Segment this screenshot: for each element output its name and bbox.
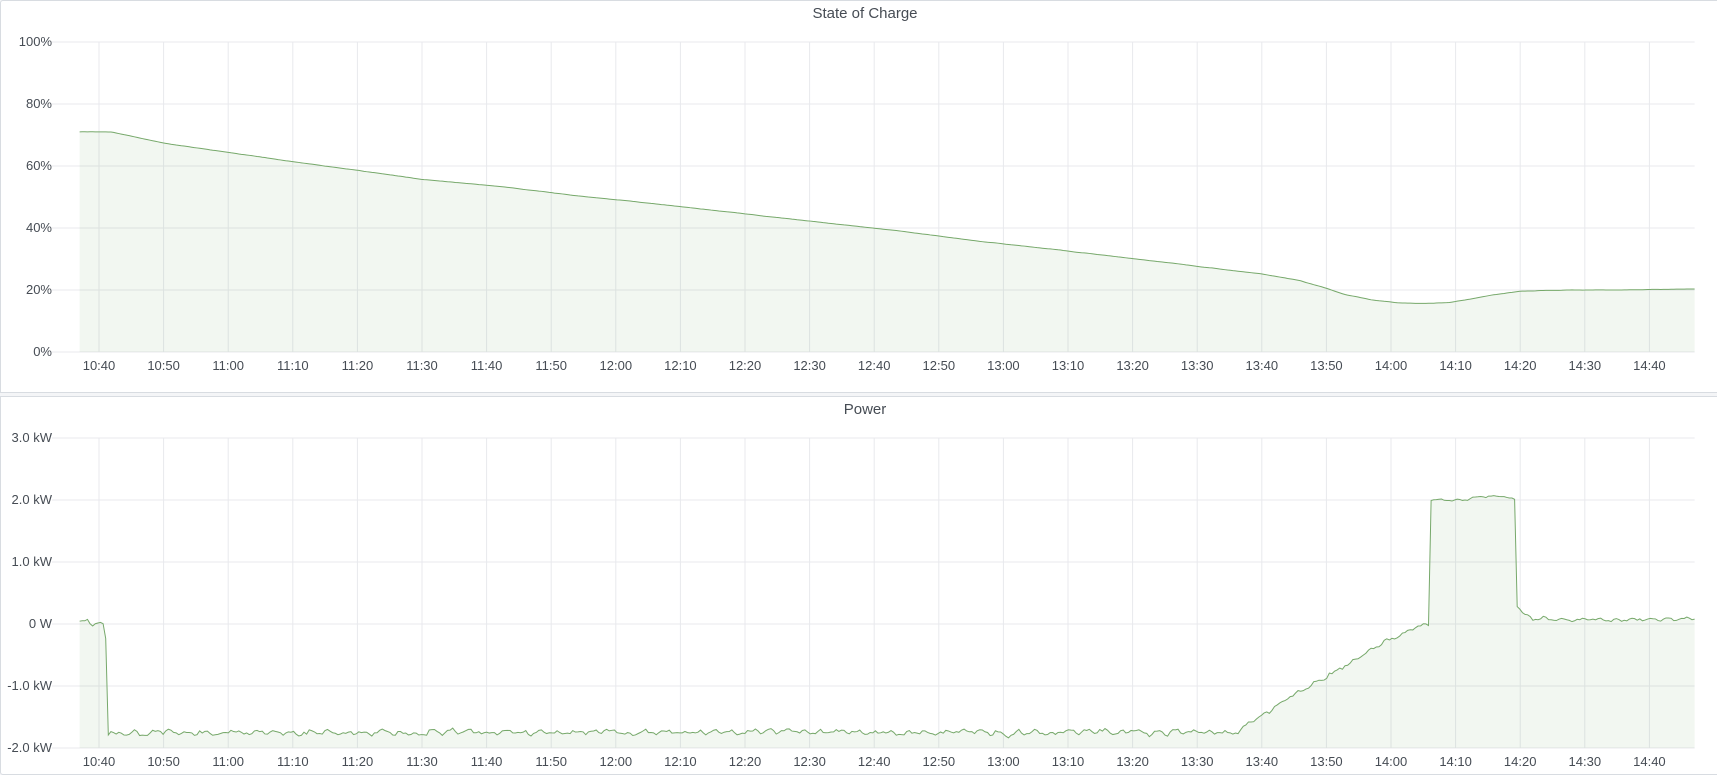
svg-text:12:40: 12:40 [858,358,891,373]
svg-text:13:20: 13:20 [1116,358,1149,373]
svg-text:13:00: 13:00 [987,754,1020,769]
svg-text:12:50: 12:50 [923,754,956,769]
svg-text:13:30: 13:30 [1181,358,1214,373]
svg-text:80%: 80% [26,96,52,111]
svg-text:14:30: 14:30 [1569,754,1602,769]
svg-text:14:40: 14:40 [1633,358,1666,373]
svg-text:0%: 0% [33,344,52,359]
svg-text:13:20: 13:20 [1116,754,1149,769]
svg-text:12:00: 12:00 [600,358,633,373]
svg-text:13:30: 13:30 [1181,754,1214,769]
svg-text:14:10: 14:10 [1439,358,1472,373]
svg-text:12:30: 12:30 [793,358,826,373]
svg-text:13:40: 13:40 [1246,358,1279,373]
svg-text:12:20: 12:20 [729,754,762,769]
svg-text:11:40: 11:40 [471,754,503,769]
svg-text:11:30: 11:30 [406,754,438,769]
svg-text:11:40: 11:40 [471,358,503,373]
svg-text:11:00: 11:00 [212,754,244,769]
svg-text:11:30: 11:30 [406,358,438,373]
svg-text:14:40: 14:40 [1633,754,1666,769]
svg-text:11:00: 11:00 [212,358,244,373]
svg-text:12:40: 12:40 [858,754,891,769]
svg-text:14:20: 14:20 [1504,358,1537,373]
svg-text:0 W: 0 W [29,616,53,631]
svg-text:3.0 kW: 3.0 kW [12,430,53,445]
svg-text:12:00: 12:00 [600,754,633,769]
svg-text:10:40: 10:40 [83,358,116,373]
svg-text:10:50: 10:50 [147,754,180,769]
svg-text:-1.0 kW: -1.0 kW [7,678,53,693]
svg-text:13:50: 13:50 [1310,358,1343,373]
svg-text:14:30: 14:30 [1569,358,1602,373]
svg-text:14:00: 14:00 [1375,754,1408,769]
svg-text:12:50: 12:50 [923,358,956,373]
svg-text:10:40: 10:40 [83,754,116,769]
svg-text:13:10: 13:10 [1052,754,1085,769]
svg-text:12:20: 12:20 [729,358,762,373]
svg-text:-2.0 kW: -2.0 kW [7,740,53,755]
svg-text:12:30: 12:30 [793,754,826,769]
svg-text:2.0 kW: 2.0 kW [12,492,53,507]
svg-text:11:50: 11:50 [535,754,567,769]
svg-text:13:50: 13:50 [1310,754,1343,769]
svg-text:11:50: 11:50 [535,358,567,373]
svg-text:20%: 20% [26,282,52,297]
svg-text:12:10: 12:10 [664,754,697,769]
svg-text:11:20: 11:20 [342,754,374,769]
svg-text:11:20: 11:20 [342,358,374,373]
svg-text:1.0 kW: 1.0 kW [12,554,53,569]
svg-text:13:10: 13:10 [1052,358,1085,373]
svg-text:10:50: 10:50 [147,358,180,373]
svg-text:13:40: 13:40 [1246,754,1279,769]
svg-text:13:00: 13:00 [987,358,1020,373]
svg-text:14:00: 14:00 [1375,358,1408,373]
svg-text:11:10: 11:10 [277,358,309,373]
svg-text:40%: 40% [26,220,52,235]
svg-text:100%: 100% [19,34,53,49]
svg-text:12:10: 12:10 [664,358,697,373]
svg-text:14:10: 14:10 [1439,754,1472,769]
svg-text:14:20: 14:20 [1504,754,1537,769]
svg-text:60%: 60% [26,158,52,173]
svg-text:11:10: 11:10 [277,754,309,769]
